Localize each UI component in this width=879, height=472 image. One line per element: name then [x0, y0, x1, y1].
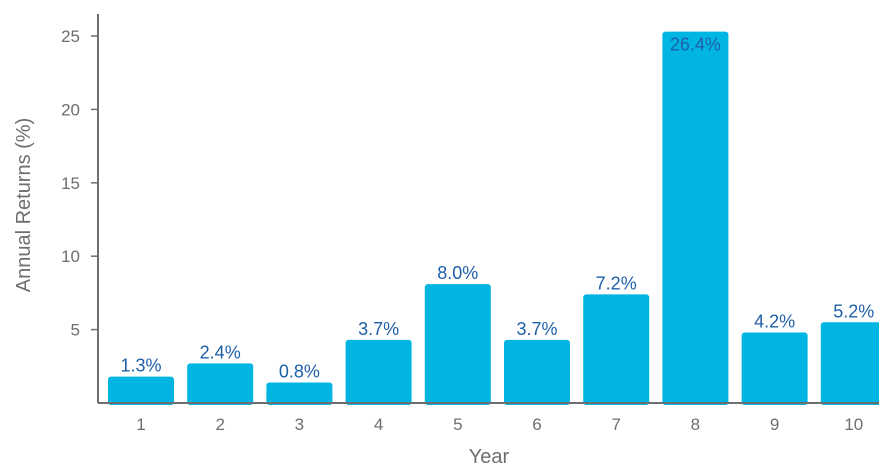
x-tick-label: 3	[295, 415, 304, 434]
x-tick-label: 6	[532, 415, 541, 434]
bar	[424, 284, 491, 405]
y-axis-title: Annual Returns (%)	[13, 118, 35, 293]
x-axis-ticks: 1 2 3 4 5 6 7 8 9 10	[136, 415, 863, 434]
data-label: 1.3%	[120, 356, 161, 376]
bar	[108, 376, 174, 405]
bar	[741, 332, 808, 405]
data-label: 26.4%	[670, 35, 721, 55]
x-tick-label: 8	[691, 415, 700, 434]
y-tick-label: 5	[71, 321, 80, 340]
bar	[820, 322, 879, 405]
data-labels-group: 1.3% 2.4% 0.8% 3.7% 8.0% 3.7% 7.2% 26.4% 4.2% 5.2…	[120, 35, 874, 382]
data-label: 0.8%	[279, 361, 320, 381]
x-tick-label: 2	[215, 415, 224, 434]
y-tick-label: 25	[61, 27, 80, 46]
data-label: 5.2%	[833, 301, 874, 321]
bar	[504, 339, 570, 405]
y-tick-label: 10	[61, 247, 80, 266]
bar	[345, 339, 412, 405]
data-label: 3.7%	[358, 319, 399, 339]
bar	[187, 363, 254, 405]
y-axis-ticks: 5 10 15 20 25	[61, 27, 98, 340]
bar	[662, 31, 729, 406]
x-tick-label: 7	[611, 415, 620, 434]
data-label: 4.2%	[754, 312, 795, 332]
bars-group	[108, 31, 879, 406]
x-tick-label: 10	[844, 415, 863, 434]
data-label: 8.0%	[437, 263, 478, 283]
y-tick-label: 20	[61, 100, 80, 119]
data-label: 3.7%	[516, 319, 557, 339]
x-tick-label: 4	[374, 415, 383, 434]
x-tick-label: 9	[770, 415, 779, 434]
x-tick-label: 5	[453, 415, 462, 434]
data-label: 2.4%	[200, 342, 241, 362]
x-axis-title: Year	[469, 446, 510, 468]
bar	[266, 382, 333, 405]
x-tick-label: 1	[136, 415, 145, 434]
y-tick-label: 15	[61, 174, 80, 193]
data-label: 7.2%	[596, 273, 637, 293]
bar	[583, 294, 650, 405]
